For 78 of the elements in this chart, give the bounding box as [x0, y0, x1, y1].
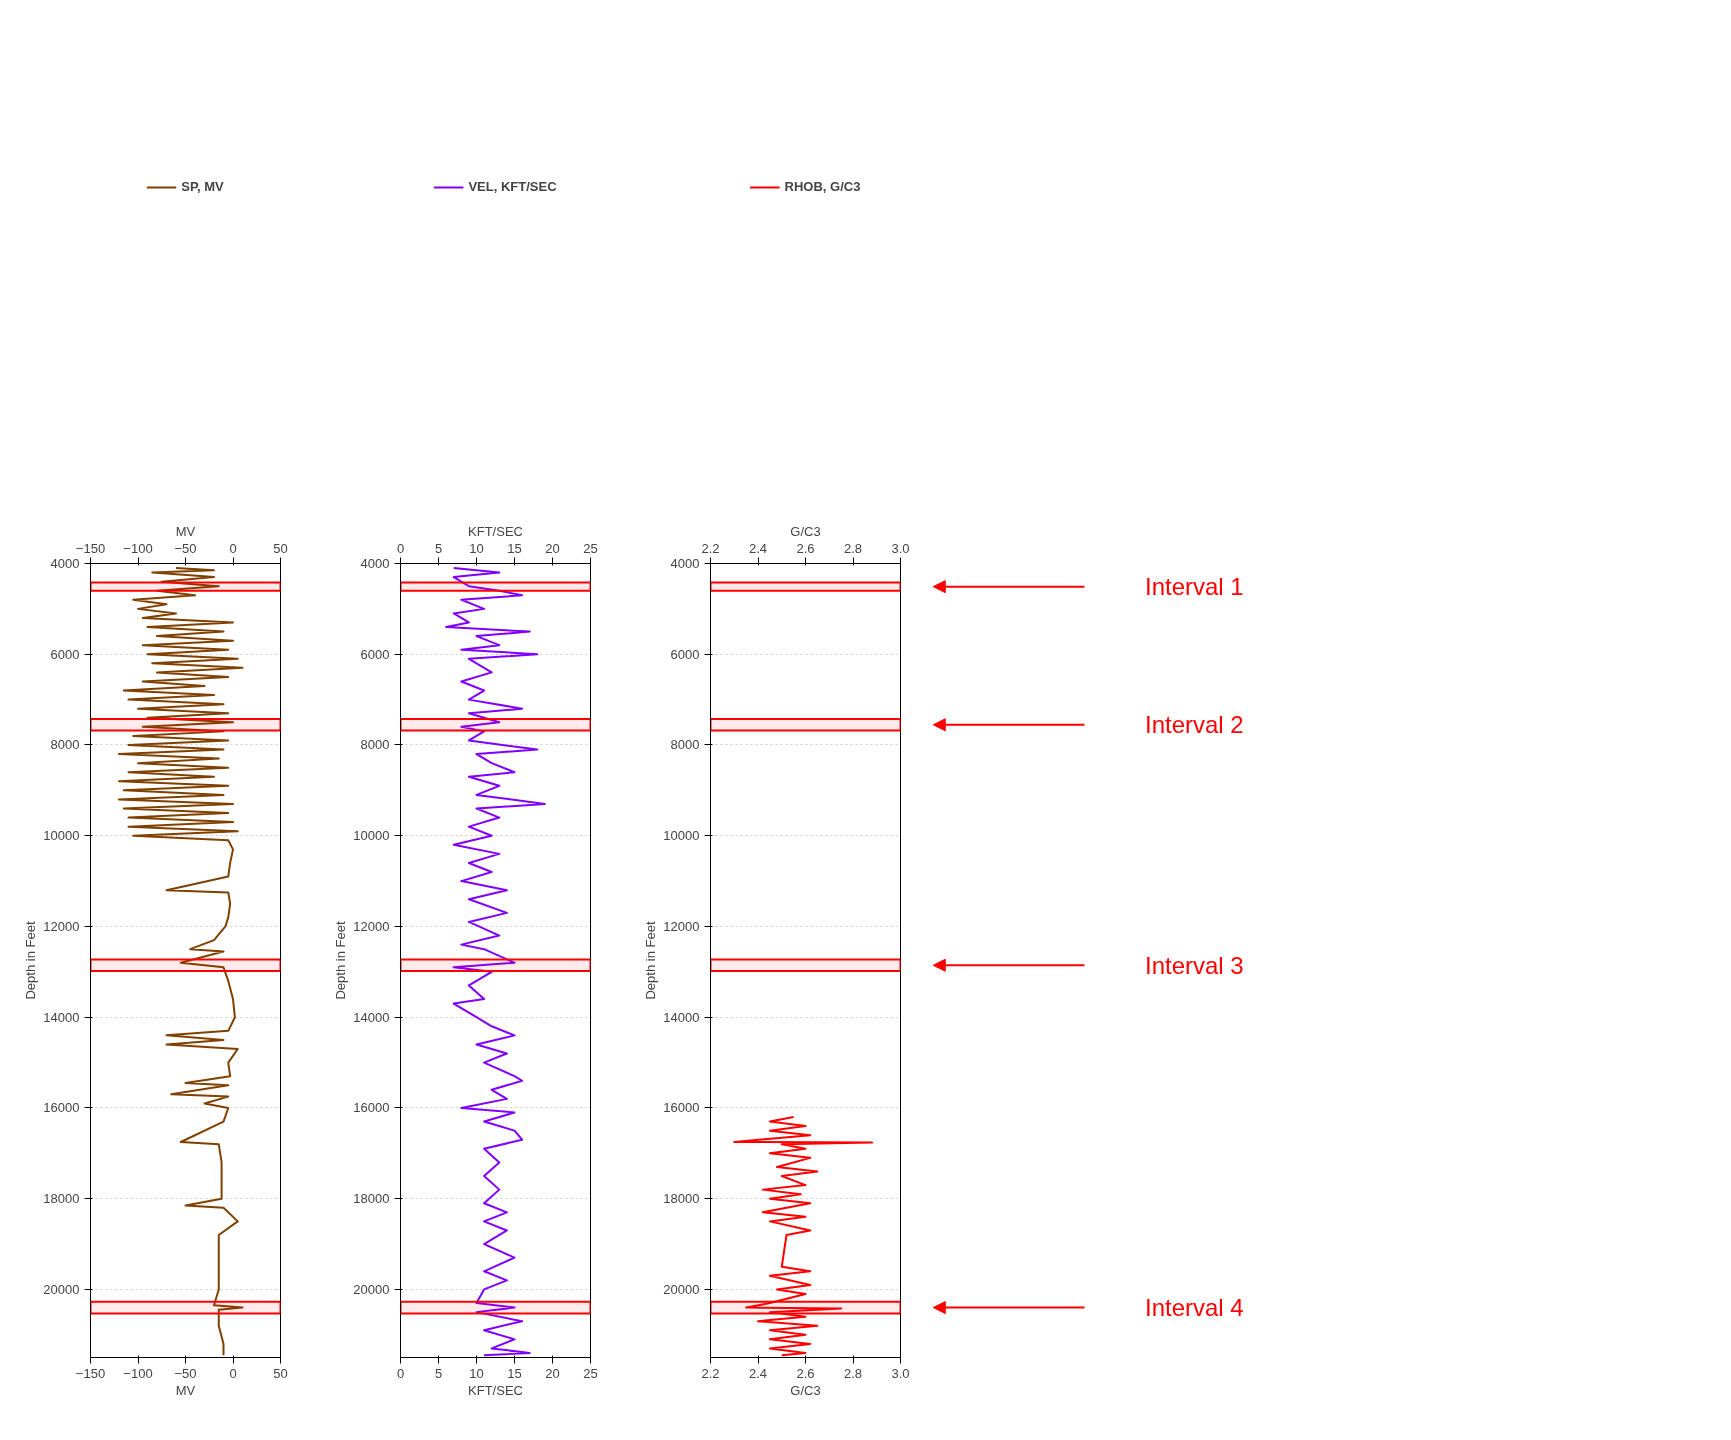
y-tick-label: 16000	[43, 1100, 80, 1116]
y-axis-title: Depth in Feet	[643, 921, 659, 1000]
y-tick-label: 6000	[360, 646, 390, 662]
y-tick-label: 14000	[353, 1009, 390, 1025]
x-tick-label: 0	[396, 540, 405, 556]
x-tick-label: 50	[273, 540, 288, 556]
line-series	[445, 567, 546, 1357]
x-axis-title: MV	[175, 1382, 196, 1398]
y-tick-label: 10000	[353, 828, 390, 844]
y-tick-label: 16000	[353, 1100, 390, 1116]
legend-label: VEL, KFT/SEC	[468, 179, 557, 195]
line-series	[118, 567, 244, 1357]
x-tick-label: 2.6	[796, 540, 815, 556]
y-tick-label: 12000	[663, 918, 700, 934]
x2-tick-label: 2.8	[843, 1365, 863, 1381]
y-tick-label: 6000	[50, 646, 80, 662]
y-tick-label: 8000	[670, 737, 700, 753]
y-tick-label: 10000	[663, 828, 700, 844]
line-series	[733, 1116, 873, 1357]
x2-tick-label: 50	[273, 1365, 288, 1381]
y-axis-title: Depth in Feet	[23, 921, 39, 1000]
x2-tick-label: 2.4	[748, 1365, 768, 1381]
band-label: Interval 2	[1145, 711, 1244, 739]
y-tick-label: 12000	[43, 918, 80, 934]
x2-axis-title: G/C3	[790, 523, 821, 539]
x-tick-label: 20	[545, 540, 560, 556]
y-tick-label: 14000	[663, 1009, 700, 1025]
x-tick-label: 25	[583, 540, 598, 556]
x-axis-title: KFT/SEC	[468, 1382, 523, 1398]
x-tick-label: −50	[174, 540, 197, 556]
x2-tick-label: −50	[174, 1365, 197, 1381]
x-tick-label: 5	[434, 540, 443, 556]
y-axis-title: Depth in Feet	[333, 921, 349, 1000]
x-axis-title: G/C3	[790, 1382, 821, 1398]
x-tick-label: 2.8	[843, 540, 863, 556]
x2-tick-label: −150	[75, 1365, 106, 1381]
y-tick-label: 20000	[43, 1281, 80, 1297]
y-tick-label: 18000	[663, 1191, 700, 1207]
x2-tick-label: 2.2	[701, 1365, 720, 1381]
y-tick-label: 4000	[670, 556, 700, 571]
y-tick-label: 20000	[663, 1281, 700, 1297]
band-label: Interval 1	[1145, 573, 1244, 601]
y-tick-label: 4000	[50, 556, 80, 571]
x2-tick-label: 25	[583, 1365, 598, 1381]
x-tick-label: 3.0	[891, 540, 910, 556]
x2-tick-label: 20	[545, 1365, 560, 1381]
y-tick-label: 8000	[50, 737, 80, 753]
x-tick-label: −150	[75, 540, 106, 556]
y-tick-label: 8000	[360, 737, 390, 753]
x-tick-label: 2.4	[748, 540, 768, 556]
legend-label: RHOB, G/C3	[784, 179, 861, 195]
x2-tick-label: 2.6	[796, 1365, 815, 1381]
y-tick-label: 18000	[43, 1191, 80, 1207]
y-tick-label: 16000	[663, 1100, 700, 1116]
y-tick-label: 20000	[353, 1281, 390, 1297]
x-tick-label: 2.2	[701, 540, 720, 556]
band-label: Interval 3	[1145, 951, 1244, 979]
y-tick-label: 10000	[43, 828, 80, 844]
y-tick-label: 18000	[353, 1191, 390, 1207]
x-tick-label: −100	[123, 540, 153, 556]
y-tick-label: 12000	[353, 918, 390, 934]
x2-tick-label: 3.0	[891, 1365, 910, 1381]
x-tick-label: 10	[469, 540, 484, 556]
legend-label: SP, MV	[181, 179, 224, 195]
y-tick-label: 6000	[670, 646, 700, 662]
x2-tick-label: 0	[396, 1365, 405, 1381]
x-tick-label: 0	[229, 540, 237, 556]
x2-tick-label: −100	[123, 1365, 153, 1381]
x2-tick-label: 0	[229, 1365, 237, 1381]
y-tick-label: 14000	[43, 1009, 80, 1025]
y-tick-label: 4000	[360, 556, 390, 571]
x2-tick-label: 10	[469, 1365, 484, 1381]
x-tick-label: 15	[507, 540, 522, 556]
x2-axis-title: KFT/SEC	[468, 523, 523, 539]
x2-tick-label: 5	[434, 1365, 443, 1381]
x2-tick-label: 15	[507, 1365, 522, 1381]
band-label: Interval 4	[1145, 1294, 1244, 1322]
x2-axis-title: MV	[175, 523, 196, 539]
